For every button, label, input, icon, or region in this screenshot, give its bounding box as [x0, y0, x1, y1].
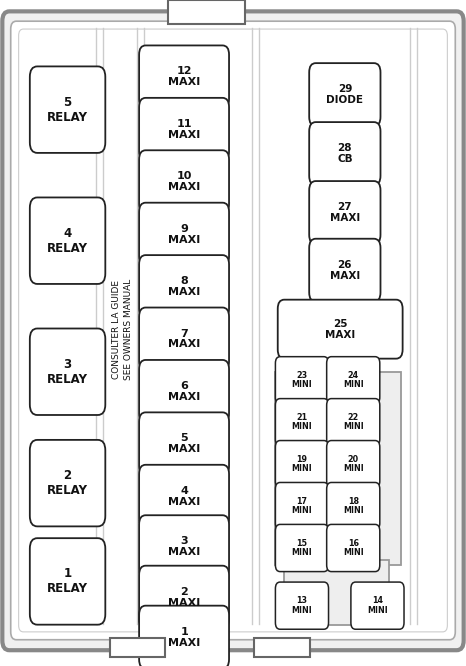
- Text: 28
CB: 28 CB: [337, 143, 353, 164]
- FancyBboxPatch shape: [2, 11, 464, 650]
- Text: 7
MAXI: 7 MAXI: [168, 328, 200, 350]
- FancyBboxPatch shape: [139, 360, 229, 423]
- Text: 1
MAXI: 1 MAXI: [168, 627, 200, 647]
- FancyBboxPatch shape: [11, 21, 455, 640]
- Text: CONSULTER LA GUIDE: CONSULTER LA GUIDE: [112, 280, 121, 379]
- Bar: [284, 560, 389, 625]
- Text: 4
MAXI: 4 MAXI: [168, 486, 200, 507]
- Text: 18
MINI: 18 MINI: [343, 497, 363, 515]
- Text: 9
MAXI: 9 MAXI: [168, 224, 200, 244]
- Text: 3
MAXI: 3 MAXI: [168, 536, 200, 557]
- Text: 16
MINI: 16 MINI: [343, 539, 363, 557]
- FancyBboxPatch shape: [139, 308, 229, 370]
- Text: 21
MINI: 21 MINI: [292, 413, 312, 432]
- Bar: [254, 639, 310, 657]
- Text: 14
MINI: 14 MINI: [367, 597, 388, 615]
- Text: 27
MAXI: 27 MAXI: [330, 202, 360, 223]
- FancyBboxPatch shape: [275, 440, 329, 488]
- FancyBboxPatch shape: [139, 255, 229, 318]
- FancyBboxPatch shape: [275, 482, 329, 529]
- Text: 1
RELAY: 1 RELAY: [47, 567, 88, 595]
- Text: 4
RELAY: 4 RELAY: [47, 226, 88, 254]
- Text: 26
MAXI: 26 MAXI: [330, 260, 360, 280]
- FancyBboxPatch shape: [278, 300, 403, 358]
- Text: 3
RELAY: 3 RELAY: [47, 358, 88, 386]
- FancyBboxPatch shape: [139, 98, 229, 161]
- FancyBboxPatch shape: [351, 582, 404, 629]
- FancyBboxPatch shape: [327, 482, 380, 529]
- Text: 23
MINI: 23 MINI: [292, 371, 312, 390]
- Text: 13
MINI: 13 MINI: [292, 597, 312, 615]
- FancyBboxPatch shape: [327, 357, 380, 404]
- FancyBboxPatch shape: [139, 565, 229, 629]
- Text: 19
MINI: 19 MINI: [292, 455, 312, 474]
- Bar: [110, 639, 165, 657]
- Text: 17
MINI: 17 MINI: [292, 497, 312, 515]
- FancyBboxPatch shape: [327, 440, 380, 488]
- Bar: [168, 0, 245, 25]
- Text: 25
MAXI: 25 MAXI: [325, 319, 355, 340]
- Text: 11
MAXI: 11 MAXI: [168, 119, 200, 140]
- FancyBboxPatch shape: [327, 524, 380, 571]
- Text: 8
MAXI: 8 MAXI: [168, 276, 200, 297]
- FancyBboxPatch shape: [309, 63, 380, 126]
- FancyBboxPatch shape: [139, 412, 229, 476]
- FancyBboxPatch shape: [139, 45, 229, 109]
- Text: 24
MINI: 24 MINI: [343, 371, 363, 390]
- FancyBboxPatch shape: [309, 181, 380, 244]
- Text: 2
MAXI: 2 MAXI: [168, 587, 200, 607]
- FancyBboxPatch shape: [327, 399, 380, 446]
- Text: 15
MINI: 15 MINI: [292, 539, 312, 557]
- FancyBboxPatch shape: [30, 538, 105, 625]
- FancyBboxPatch shape: [309, 122, 380, 185]
- Text: 5
RELAY: 5 RELAY: [47, 96, 88, 124]
- Text: 10
MAXI: 10 MAXI: [168, 171, 200, 192]
- FancyBboxPatch shape: [30, 197, 105, 284]
- FancyBboxPatch shape: [275, 524, 329, 571]
- FancyBboxPatch shape: [275, 357, 329, 404]
- Text: 29
DIODE: 29 DIODE: [326, 84, 363, 105]
- Text: 12
MAXI: 12 MAXI: [168, 67, 200, 87]
- FancyBboxPatch shape: [30, 440, 105, 526]
- FancyBboxPatch shape: [139, 151, 229, 213]
- FancyBboxPatch shape: [19, 29, 447, 632]
- FancyBboxPatch shape: [139, 515, 229, 578]
- FancyBboxPatch shape: [275, 399, 329, 446]
- FancyBboxPatch shape: [139, 465, 229, 527]
- Text: 2
RELAY: 2 RELAY: [47, 469, 88, 497]
- Bar: [275, 372, 401, 565]
- FancyBboxPatch shape: [309, 238, 380, 302]
- FancyBboxPatch shape: [139, 202, 229, 266]
- Text: 20
MINI: 20 MINI: [343, 455, 363, 474]
- Text: 6
MAXI: 6 MAXI: [168, 381, 200, 402]
- FancyBboxPatch shape: [30, 67, 105, 153]
- FancyBboxPatch shape: [30, 328, 105, 415]
- Text: 22
MINI: 22 MINI: [343, 413, 363, 432]
- FancyBboxPatch shape: [139, 605, 229, 666]
- Text: SEE OWNERS MANUAL: SEE OWNERS MANUAL: [123, 278, 133, 380]
- Text: 5
MAXI: 5 MAXI: [168, 434, 200, 454]
- FancyBboxPatch shape: [275, 582, 329, 629]
